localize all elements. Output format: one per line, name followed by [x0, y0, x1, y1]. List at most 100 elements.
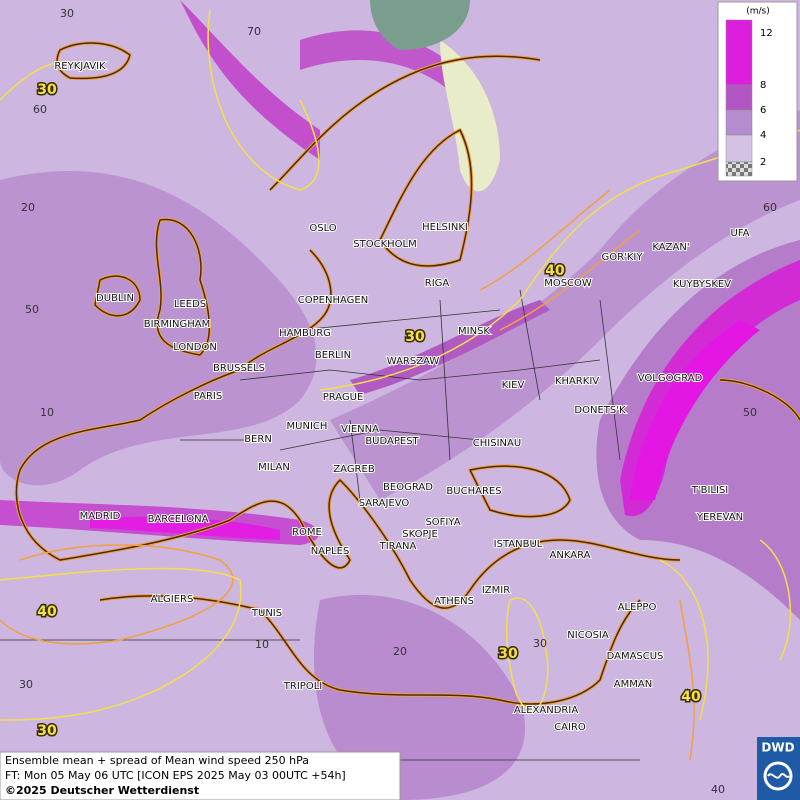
city-label: PARIS [194, 391, 222, 402]
city-label: DUBLIN [96, 293, 134, 304]
graticule-labels: 30 70 60 20 50 10 60 50 40 30 20 10 30 [19, 7, 777, 796]
city-label: TIRANA [379, 541, 417, 552]
city-label: SKOPJE [402, 529, 438, 540]
city-label: COPENHAGEN [298, 295, 368, 306]
city-label: SOFIYA [425, 517, 460, 528]
city-label: MADRID [80, 511, 121, 522]
city-label: MILAN [258, 462, 290, 473]
logo-text: DWD [761, 741, 794, 755]
colorbar-segment [725, 134, 753, 163]
city-label: VOLGOGRAD [638, 373, 703, 384]
city-label: NAPLES [311, 546, 350, 557]
logo-icon [763, 761, 793, 791]
legend: (m/s) 12 8 6 4 2 [717, 1, 798, 182]
city-label: RIGA [425, 278, 450, 289]
graticule-label: 10 [40, 406, 54, 419]
city-label: NICOSIA [567, 630, 609, 641]
city-label: PRAGUE [323, 392, 364, 403]
borders [0, 289, 640, 761]
city-label: CHISINAU [473, 438, 521, 449]
city-label: WARSZAW [387, 356, 440, 367]
city-label: IZMIR [482, 585, 510, 596]
contour-label: 40 [545, 263, 565, 279]
city-label: MUNICH [287, 421, 328, 432]
contour-label: 30 [37, 82, 57, 98]
city-label: BRUSSELS [213, 363, 265, 374]
city-label: MINSK [458, 326, 490, 337]
contour-label: 30 [405, 329, 425, 345]
city-label: BUCHARES [446, 486, 501, 497]
logo-icon [767, 773, 790, 779]
city-label: HAMBURG [279, 328, 331, 339]
city-label: BIRMINGHAM [144, 319, 211, 330]
footer-box [0, 751, 401, 800]
city-label: LEEDS [174, 299, 206, 310]
city-label: ISTANBUL [494, 539, 543, 550]
city-label: ANKARA [550, 550, 591, 561]
graticule-label: 50 [743, 406, 757, 419]
contour-labels: 30 40 30 40 30 40 30 [36, 81, 703, 741]
city-label: ZAGREB [333, 464, 375, 475]
city-label: UFA [731, 228, 750, 239]
city-label: ROME [292, 527, 322, 538]
coastlines [14, 41, 800, 706]
graticule-label: 70 [247, 25, 261, 38]
city-labels: REYKJAVIK OSLO STOCKHOLM HELSINKI DUBLIN LEED… [53, 60, 750, 734]
colorbar-label: 8 [760, 80, 766, 91]
city-label: KHARKIV [555, 376, 599, 387]
graticule-label: 30 [60, 7, 74, 20]
city-label: KUYBYSKEV [673, 279, 731, 290]
city-label: ALEPPO [618, 602, 657, 613]
colorbar-label: 2 [760, 157, 766, 168]
contour-label: 30 [37, 723, 57, 739]
contour-label: 40 [681, 689, 701, 705]
city-label: DONETS'K [574, 405, 626, 416]
city-label: GOR'KIY [602, 252, 644, 263]
city-label: TRIPOLI [283, 681, 322, 692]
colorbar-label: 4 [760, 130, 766, 141]
colorbar-label: 12 [760, 28, 773, 39]
colorbar-segment [725, 84, 753, 111]
graticule-label: 20 [21, 201, 35, 214]
city-label: BUDAPEST [365, 436, 419, 447]
city-label: KIEV [502, 380, 525, 391]
city-label: BERN [244, 434, 272, 445]
footer-line: FT: Mon 05 May 06 UTC [ICON EPS 2025 May… [5, 769, 346, 782]
graticule-label: 20 [393, 645, 407, 658]
footer-line: ©2025 Deutscher Wetterdienst [5, 784, 199, 797]
city-label: ALGIERS [151, 594, 194, 605]
city-label: SARAJEVO [359, 498, 410, 509]
contour-label: 30 [498, 646, 518, 662]
city-label: AMMAN [614, 679, 652, 690]
graticule-label: 30 [533, 637, 547, 650]
city-label: REYKJAVIK [54, 61, 106, 72]
city-label: HELSINKI [422, 222, 468, 233]
city-label: YEREVAN [696, 512, 743, 523]
graticule-label: 60 [33, 103, 47, 116]
city-label: VIENNA [341, 424, 379, 435]
graticule-label: 60 [763, 201, 777, 214]
city-label: ALEXANDRIA [514, 705, 579, 716]
city-label: BEOGRAD [383, 482, 433, 493]
city-label: TUNIS [251, 608, 282, 619]
colorbar-segment [725, 161, 753, 177]
graticule-label: 30 [19, 678, 33, 691]
graticule-label: 10 [255, 638, 269, 651]
colorbar-label: 6 [760, 105, 766, 116]
city-label: DAMASCUS [607, 651, 664, 662]
colorbar-segment [725, 109, 753, 136]
graticule-label: 40 [711, 783, 725, 796]
city-label: OSLO [309, 223, 336, 234]
city-label: ATHENS [434, 596, 474, 607]
colorbar: 12 8 6 4 2 [725, 19, 773, 177]
logo: DWD [757, 737, 800, 800]
graticule-label: 50 [25, 303, 39, 316]
city-label: STOCKHOLM [353, 239, 416, 250]
city-label: BARCELONA [148, 514, 209, 525]
legend-unit: (m/s) [746, 7, 770, 17]
contour-label: 40 [37, 604, 57, 620]
city-label: CAIRO [554, 722, 586, 733]
city-label: KAZAN' [652, 242, 689, 253]
city-label: T'BILISI [691, 485, 728, 496]
